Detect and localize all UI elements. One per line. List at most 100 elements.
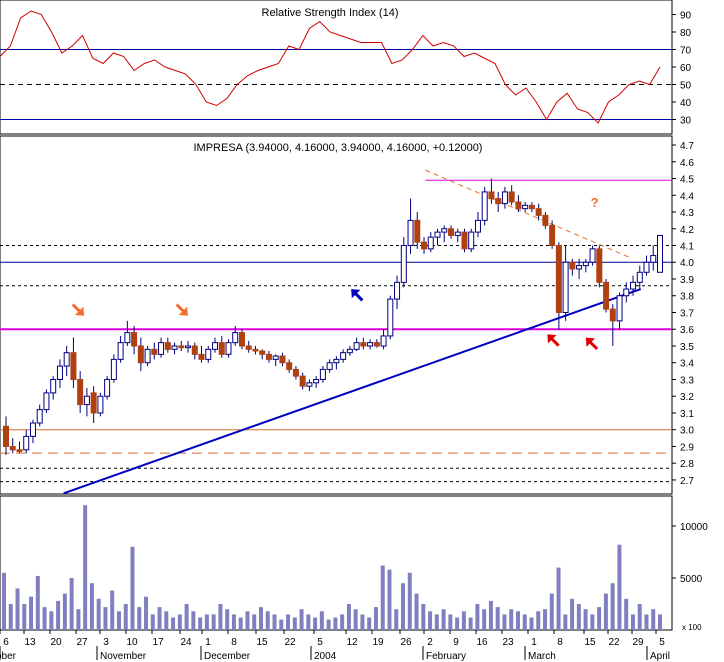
volume-bar: [556, 567, 561, 630]
candle-body: [63, 352, 70, 367]
candle-body: [151, 348, 158, 355]
candle-body: [441, 228, 448, 233]
candle-body: [603, 281, 610, 310]
candle-body: [373, 342, 380, 347]
volume-bar: [164, 611, 169, 630]
volume-bar: [299, 609, 304, 630]
x-day-label: 19: [372, 637, 384, 648]
price-layer: ? 2.7 2.8 2.9 3.0 3.1 3.2 3.3 3.4 3.5 3.6 3.7 3.8 3.9…: [0, 141, 694, 495]
candle-body: [50, 378, 57, 394]
candle-body: [542, 214, 549, 226]
candle-body: [535, 208, 542, 216]
candle-body: [394, 281, 401, 300]
price-tick-label: 4.3: [680, 208, 694, 219]
rsi-tick-label: 70: [680, 46, 692, 57]
volume-bar: [549, 593, 554, 630]
x-month-label: November: [100, 651, 147, 662]
candle-body: [164, 342, 171, 350]
candle-body: [3, 425, 9, 447]
volume-bar: [529, 617, 534, 630]
rsi-line: [0, 10, 661, 124]
trend-line: [63, 288, 642, 495]
candle-body: [110, 358, 117, 380]
volume-bar: [543, 609, 548, 630]
volume-bar: [83, 505, 88, 630]
volume-bar: [380, 565, 385, 630]
arrow-head: [547, 334, 557, 344]
x-day-label: 22: [608, 637, 620, 648]
candle-body: [360, 342, 367, 347]
volume-bar: [211, 614, 216, 630]
volume-bar: [245, 611, 250, 630]
candle-body: [657, 234, 663, 273]
candle-body: [427, 236, 434, 250]
candle-body: [137, 345, 144, 364]
candle-body: [447, 228, 454, 236]
candle-body: [340, 352, 347, 360]
volume-bar: [171, 617, 176, 630]
volume-bar: [110, 590, 115, 630]
candle-body: [286, 362, 293, 370]
candle-body: [400, 245, 407, 283]
price-tick-label: 2.7: [680, 476, 694, 487]
candle-body: [650, 255, 657, 263]
price-tick-label: 3.1: [680, 409, 694, 420]
volume-bar: [177, 614, 182, 630]
candle-body: [292, 368, 299, 377]
x-day-label: 1: [205, 637, 211, 648]
volume-bar: [441, 609, 446, 630]
volume-bar: [130, 546, 135, 630]
volume-bar: [597, 607, 602, 630]
x-day-label: 22: [284, 637, 296, 648]
candle-body: [43, 392, 50, 411]
volume-bar: [225, 609, 230, 630]
rsi-layer: 30 40 50 60 70 80 90: [0, 10, 692, 127]
candle-body: [576, 265, 583, 270]
volume-bar: [198, 617, 203, 630]
x-day-label: 27: [76, 637, 88, 648]
price-tick-label: 2.9: [680, 442, 694, 453]
candle-body: [555, 245, 562, 313]
candle-body: [29, 422, 36, 437]
candle-body: [421, 241, 428, 250]
rsi-tick-label: 40: [680, 98, 692, 109]
volume-bar: [617, 544, 622, 630]
x-day-label: 26: [400, 637, 412, 648]
rsi-title: Relative Strength Index (14): [262, 7, 399, 19]
candle-body: [623, 288, 630, 297]
arrow-icon: [175, 303, 188, 316]
volume-bar: [570, 598, 575, 630]
candle-body: [468, 231, 475, 250]
rsi-tick-label: 30: [680, 116, 692, 127]
volume-bar: [69, 578, 74, 630]
price-tick-label: 4.0: [680, 258, 694, 269]
volume-bar: [103, 607, 108, 630]
volume-bar: [407, 572, 412, 630]
x-month-label: April: [650, 651, 670, 662]
price-tick-label: 3.0: [680, 426, 694, 437]
candle-body: [569, 261, 576, 270]
x-day-label: 15: [256, 637, 268, 648]
volume-bar: [536, 611, 541, 630]
candle-body: [232, 332, 239, 344]
price-tick-label: 4.4: [680, 191, 694, 202]
volume-bar: [204, 614, 209, 630]
question-mark-annotation: ?: [591, 195, 599, 210]
price-panel-frame: [0, 135, 673, 495]
volume-bar: [367, 617, 372, 630]
candle-body: [218, 342, 225, 355]
candle-body: [265, 353, 272, 360]
volume-bar: [603, 593, 608, 630]
candle-body: [353, 342, 360, 350]
candle-body: [596, 248, 603, 283]
volume-bar: [576, 604, 581, 630]
volume-bar: [630, 614, 635, 630]
volume-bar: [231, 614, 236, 630]
volume-bar: [340, 614, 345, 630]
x-month-label: ober: [0, 651, 17, 662]
volume-bar: [394, 609, 399, 630]
volume-tick-label: 5000: [680, 574, 703, 585]
volume-bar: [2, 572, 6, 630]
candle-body: [589, 248, 596, 263]
